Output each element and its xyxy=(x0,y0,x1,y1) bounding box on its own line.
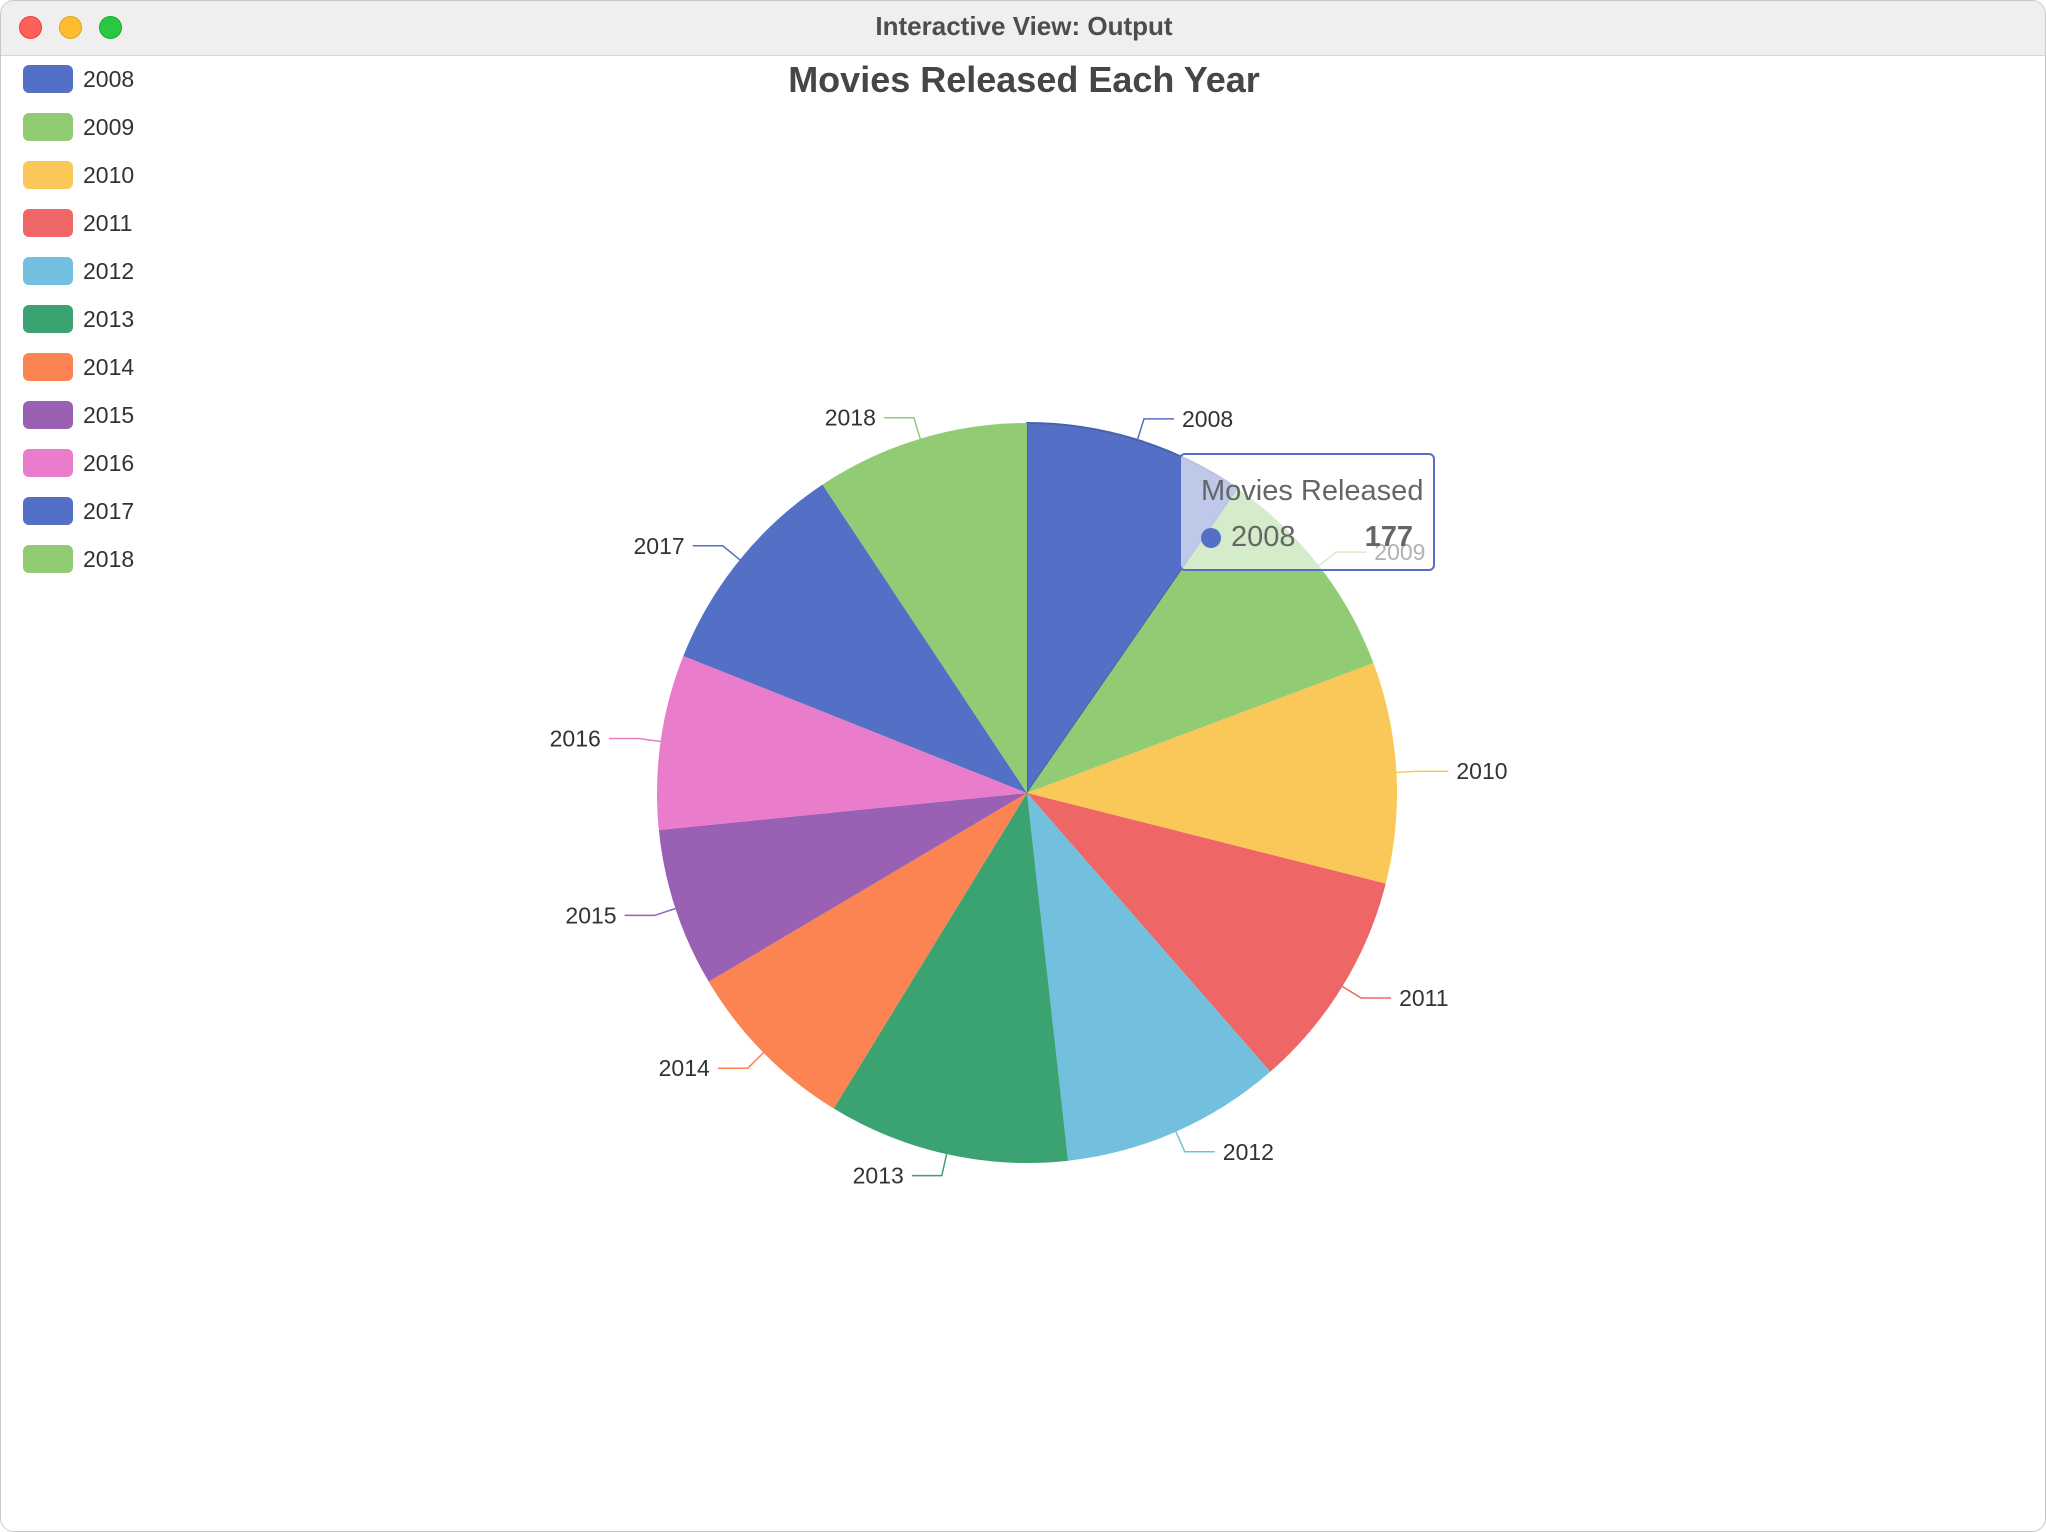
pie-slice-2011[interactable] xyxy=(1027,793,1386,1072)
window-title: Interactive View: Output xyxy=(875,11,1173,41)
legend-swatch xyxy=(23,257,73,285)
legend-item-2010[interactable]: 2010 xyxy=(23,161,183,189)
label-line-2018 xyxy=(883,416,921,439)
slice-label-2008: 2008 xyxy=(1182,406,1233,432)
legend-label: 2013 xyxy=(83,306,135,332)
legend-label: 2016 xyxy=(83,450,135,476)
minimize-window-button[interactable] xyxy=(59,16,82,39)
legend-swatch xyxy=(23,305,73,333)
legend-item-2018[interactable]: 2018 xyxy=(23,545,183,573)
slice-label-2010: 2010 xyxy=(1456,758,1507,784)
legend-swatch xyxy=(23,353,73,381)
legend-swatch xyxy=(23,401,73,429)
legend-item-2011[interactable]: 2011 xyxy=(23,209,183,237)
legend-swatch xyxy=(23,113,73,141)
chart-tooltip: Movies Released 2008 177 xyxy=(1179,453,1435,571)
zoom-window-button[interactable] xyxy=(99,16,122,39)
legend-swatch xyxy=(23,209,73,237)
label-line-2017 xyxy=(692,545,741,561)
label-line-2008 xyxy=(1136,418,1174,441)
slice-label-2016: 2016 xyxy=(550,726,601,752)
pie-slice-2013[interactable] xyxy=(833,793,1069,1163)
pie-slice-2012[interactable] xyxy=(1027,793,1271,1161)
label-line-2012 xyxy=(1175,1131,1215,1153)
tooltip-color-dot xyxy=(1201,528,1221,548)
legend-label: 2012 xyxy=(83,258,135,284)
tooltip-series-name: Movies Released xyxy=(1201,475,1424,507)
tooltip-item-name: 2008 xyxy=(1231,521,1296,553)
legend-label: 2010 xyxy=(83,162,135,188)
slice-label-2015: 2015 xyxy=(565,902,616,928)
legend-label: 2017 xyxy=(83,498,135,524)
legend-item-2016[interactable]: 2016 xyxy=(23,449,183,477)
title-bar: Interactive View: Output xyxy=(1,1,2045,56)
legend-item-2013[interactable]: 2013 xyxy=(23,305,183,333)
label-line-2014 xyxy=(717,1052,765,1069)
pie-slice-2014[interactable] xyxy=(708,793,1027,1109)
slice-label-2011: 2011 xyxy=(1399,985,1448,1011)
slice-label-2013: 2013 xyxy=(853,1163,904,1189)
pie-slice-2018[interactable] xyxy=(822,423,1027,793)
label-line-2011 xyxy=(1342,985,1392,999)
legend-item-2012[interactable]: 2012 xyxy=(23,257,183,285)
legend-label: 2011 xyxy=(83,210,133,236)
tooltip-item-value: 177 xyxy=(1364,521,1413,553)
legend-label: 2008 xyxy=(83,66,135,92)
legend-swatch xyxy=(23,545,73,573)
label-line-2013 xyxy=(911,1154,948,1177)
legend-label: 2018 xyxy=(83,546,135,572)
pie-slice-2010[interactable] xyxy=(1027,663,1398,884)
pie-slice-2015[interactable] xyxy=(658,793,1027,982)
legend-label: 2015 xyxy=(83,402,135,428)
label-line-2010 xyxy=(1396,770,1449,774)
legend-swatch xyxy=(23,161,73,189)
pie-slice-2017[interactable] xyxy=(683,484,1027,793)
legend-item-2017[interactable]: 2017 xyxy=(23,497,183,525)
pie-slice-2016[interactable] xyxy=(656,656,1027,830)
legend-swatch xyxy=(23,65,73,93)
label-line-2016 xyxy=(608,737,661,743)
legend-item-2015[interactable]: 2015 xyxy=(23,401,183,429)
slice-label-2014: 2014 xyxy=(659,1055,710,1081)
legend-label: 2009 xyxy=(83,114,135,140)
legend-item-2008[interactable]: 2008 xyxy=(23,65,183,93)
slice-label-2017: 2017 xyxy=(634,533,685,559)
legend-item-2014[interactable]: 2014 xyxy=(23,353,183,381)
chart-title: Movies Released Each Year xyxy=(788,59,1260,100)
slice-label-2018: 2018 xyxy=(825,405,876,431)
label-line-2015 xyxy=(624,907,676,917)
slice-label-2012: 2012 xyxy=(1223,1139,1274,1165)
legend-swatch xyxy=(23,449,73,477)
legend-label: 2014 xyxy=(83,354,135,380)
legend-swatch xyxy=(23,497,73,525)
legend-item-2009[interactable]: 2009 xyxy=(23,113,183,141)
close-window-button[interactable] xyxy=(19,16,42,39)
